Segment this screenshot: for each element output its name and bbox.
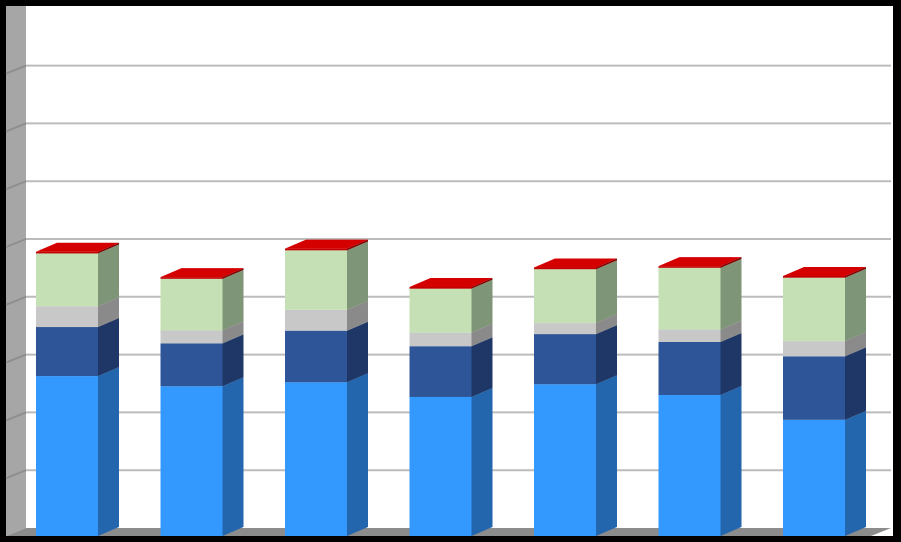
bar-stack xyxy=(285,239,368,536)
bar-segment-front xyxy=(285,248,347,251)
bar-segment-side xyxy=(98,367,119,536)
bar-segment-front xyxy=(285,382,347,536)
bar-segment-front xyxy=(783,419,845,536)
wall-gridline xyxy=(5,353,27,364)
bar-segment-front xyxy=(160,277,223,279)
bar-segment-side xyxy=(222,334,244,387)
bar-segment-front xyxy=(36,376,98,536)
bar-segment-side xyxy=(98,318,119,377)
bar-segment-front xyxy=(36,306,98,328)
bar-segment-front xyxy=(409,332,472,347)
bar-stack xyxy=(36,242,119,536)
bar-segment-side xyxy=(845,410,866,536)
bar-segment-side xyxy=(471,387,493,536)
bar-segment-side xyxy=(720,332,742,395)
wall-gridline xyxy=(5,64,27,75)
wall-gridline xyxy=(5,238,27,248)
bar-top xyxy=(285,239,368,249)
bar-segment-side xyxy=(347,300,368,331)
bar-segment-side xyxy=(222,377,244,536)
bar-segment-front xyxy=(285,250,347,310)
wall-gridline xyxy=(5,295,27,306)
bar-segment-side xyxy=(596,258,617,270)
bar-segment-side xyxy=(720,257,742,268)
bar-segment-front xyxy=(783,277,845,342)
bar-top xyxy=(409,277,493,287)
bar-segment-side xyxy=(98,297,119,328)
bar-segment-front xyxy=(36,251,98,254)
bar-segment-front xyxy=(534,334,596,385)
bar-segment-side xyxy=(596,314,617,335)
bar-segment-front xyxy=(534,323,596,335)
bar-segment-side xyxy=(222,269,244,331)
bar-segment-side xyxy=(720,386,742,536)
bar-segment-front xyxy=(285,309,347,331)
bars xyxy=(36,239,866,536)
bar-segment-side xyxy=(347,239,368,251)
bar-segment-front xyxy=(534,269,596,324)
bar-segment-side xyxy=(222,268,244,279)
bar-segment-side xyxy=(720,320,742,342)
bar-segment-front xyxy=(658,266,721,268)
bar-segment-front xyxy=(783,341,845,357)
bar-segment-front xyxy=(783,356,845,420)
wall-gridline xyxy=(5,122,27,133)
bar-segment-front xyxy=(160,343,223,387)
bar-segment-front xyxy=(160,278,223,331)
bar-segment-side xyxy=(98,244,119,307)
bar-segment-front xyxy=(285,330,347,383)
bar-segment-front xyxy=(409,396,472,536)
bar-segment-side xyxy=(471,337,493,397)
wall-gridline xyxy=(5,180,27,191)
bar-segment-side xyxy=(347,321,368,383)
bar-segment-side xyxy=(845,332,866,357)
bar-segment-front xyxy=(658,267,721,330)
bar-segment-side xyxy=(471,279,493,333)
bar-stack xyxy=(658,257,742,536)
bar-segment-front xyxy=(534,267,596,270)
bar-segment-side xyxy=(98,242,119,254)
bar-segment-front xyxy=(36,253,98,307)
bar-stack xyxy=(409,277,493,536)
bar-top xyxy=(160,268,244,278)
left-wall xyxy=(6,6,26,536)
bar-segment-front xyxy=(36,327,98,377)
bar-segment-front xyxy=(409,346,472,397)
bar-stack xyxy=(160,268,244,536)
bar-top xyxy=(658,257,742,267)
bar-segment-side xyxy=(222,321,244,344)
bar-segment-front xyxy=(534,384,596,536)
bar-segment-side xyxy=(720,258,742,330)
bar-segment-side xyxy=(596,260,617,324)
wall-gridline xyxy=(5,469,27,480)
bar-top xyxy=(36,242,119,252)
bar-segment-side xyxy=(347,241,368,310)
bar-segment-front xyxy=(160,330,223,344)
bar-segment-side xyxy=(596,375,617,536)
bar-segment-side xyxy=(347,373,368,536)
bar-segment-front xyxy=(658,329,721,342)
bar-segment-side xyxy=(596,325,617,385)
bar-segment-front xyxy=(783,275,845,278)
bar-segment-side xyxy=(845,347,866,420)
bar-segment-side xyxy=(471,277,493,289)
bar-segment-front xyxy=(658,341,721,395)
bar-top xyxy=(783,266,866,276)
wall-gridline xyxy=(5,411,27,422)
bar-segment-front xyxy=(409,286,472,289)
bar-segment-side xyxy=(471,323,493,347)
bar-segment-side xyxy=(845,266,866,278)
bar-top xyxy=(534,258,617,268)
bar-stack xyxy=(534,258,617,536)
bar-segment-front xyxy=(160,386,223,536)
bar-segment-side xyxy=(845,268,866,342)
bar-segment-front xyxy=(658,395,721,536)
bar-stack xyxy=(783,266,866,536)
bar-segment-front xyxy=(409,288,472,333)
